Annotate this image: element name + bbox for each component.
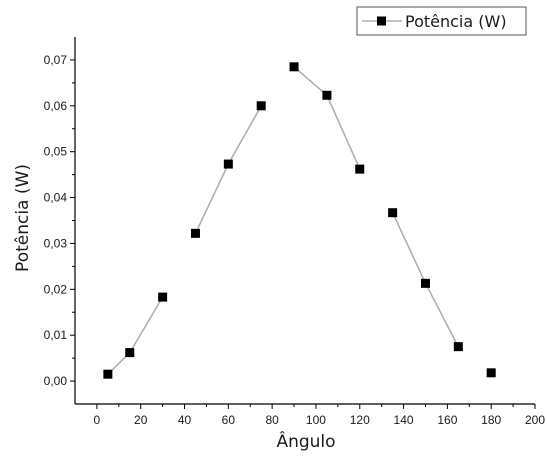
y-tick-label: 0,00 — [44, 374, 68, 388]
data-point-marker — [256, 101, 266, 111]
x-tick-label: 120 — [350, 413, 370, 427]
plot-area: 0,00 0,01 0,02 0,03 0,04 0,05 0,06 0,07 0 20 40 60… — [44, 37, 545, 427]
x-tick-label: 140 — [394, 413, 414, 427]
legend-marker-icon — [377, 16, 386, 26]
data-point-marker — [420, 278, 430, 288]
y-tick-label: 0,05 — [44, 145, 68, 159]
x-tick-label: 100 — [306, 413, 326, 427]
y-tick-label: 0,02 — [44, 282, 68, 296]
y-axis-title: Potência (W) — [13, 164, 33, 272]
x-tick-label: 200 — [525, 413, 545, 427]
data-point-marker — [223, 159, 233, 169]
y-axis-ticks: 0,00 0,01 0,02 0,03 0,04 0,05 0,06 0,07 — [44, 53, 75, 388]
x-tick-label: 180 — [481, 413, 501, 427]
legend[interactable]: Potência (W) — [356, 6, 527, 36]
data-point-marker — [388, 208, 398, 218]
y-tick-label: 0,04 — [44, 191, 68, 205]
x-tick-label: 40 — [178, 413, 192, 427]
y-tick-label: 0,03 — [44, 236, 68, 250]
data-point-marker — [190, 228, 200, 238]
x-tick-label: 60 — [222, 413, 236, 427]
data-point-marker — [355, 164, 365, 174]
data-point-marker — [103, 369, 113, 379]
y-tick-label: 0,01 — [44, 328, 68, 342]
y-tick-label: 0,06 — [44, 99, 68, 113]
x-axis-ticks: 0 20 40 60 80 100 120 140 160 180 200 — [94, 404, 545, 427]
series-line-segment — [194, 105, 262, 234]
y-tick-label: 0,07 — [44, 53, 68, 67]
series-line-segment — [107, 296, 164, 375]
data-point-marker — [125, 348, 135, 358]
data-point-marker — [322, 90, 332, 100]
series-lines — [107, 66, 460, 375]
x-tick-label: 80 — [265, 413, 279, 427]
data-point-marker — [453, 342, 463, 352]
data-point-marker — [486, 368, 496, 378]
data-point-marker — [289, 62, 299, 72]
legend-entry-label: Potência (W) — [405, 12, 507, 31]
series-points — [103, 62, 496, 379]
x-tick-label: 20 — [134, 413, 148, 427]
x-tick-label: 0 — [94, 413, 101, 427]
series-line-segment — [293, 66, 361, 170]
x-tick-label: 160 — [437, 413, 457, 427]
data-point-marker — [158, 292, 168, 302]
x-axis-title: Ângulo — [276, 430, 335, 452]
